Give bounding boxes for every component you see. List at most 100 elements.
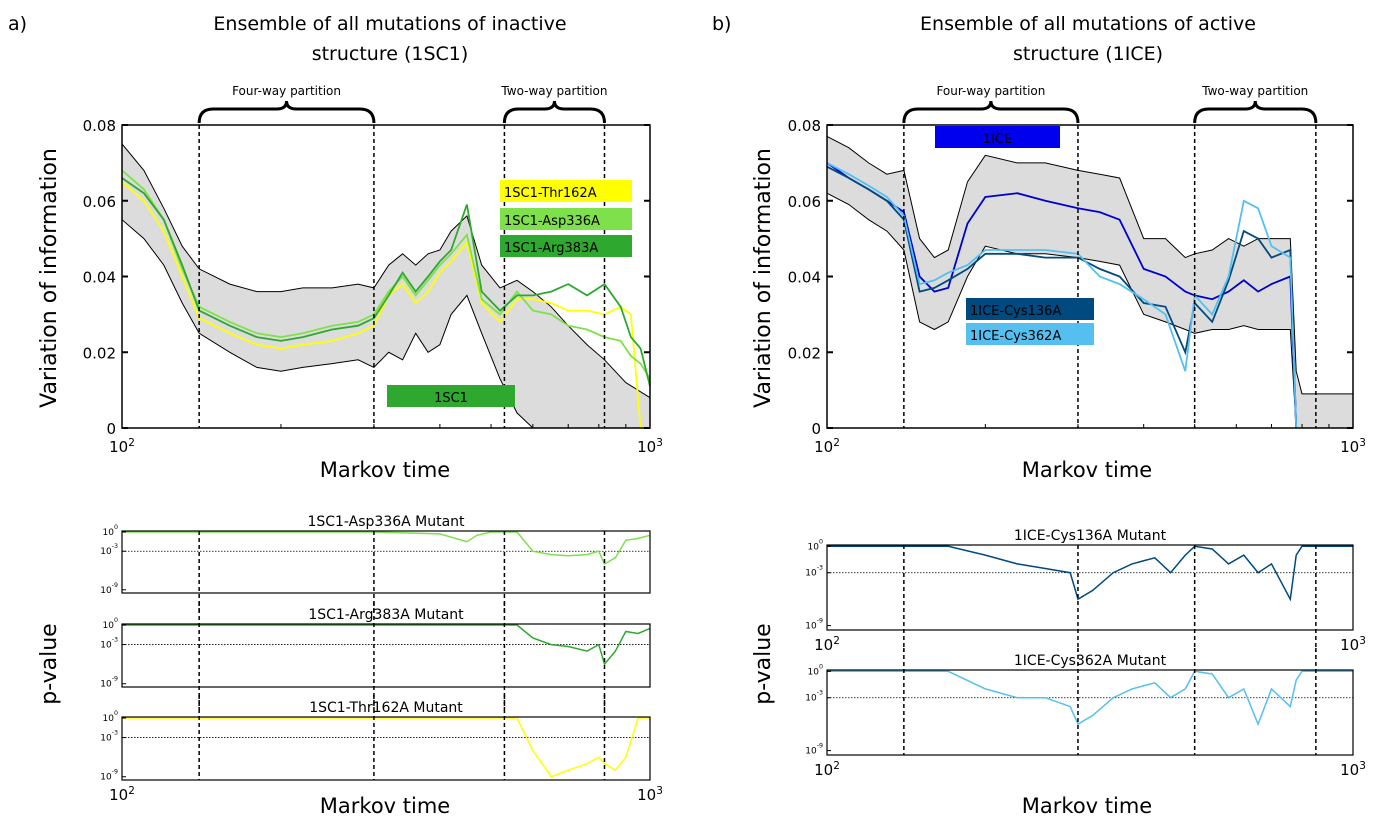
- partition-brace-label-0: Four-way partition: [936, 84, 1045, 98]
- label-1sc1-swatch: [387, 385, 515, 407]
- panel-a-ylabel: Variation of information: [37, 148, 62, 408]
- pvalue-title: 1ICE-Cys136A Mutant: [1014, 528, 1167, 544]
- panel-b-title-line1: Ensemble of all mutations of active: [920, 13, 1256, 35]
- y-tick-label-2: 0.04: [83, 269, 116, 287]
- panel-b-label: b): [712, 13, 731, 35]
- series-line-1: [121, 169, 651, 380]
- chart-inactive-1sc1: 0 0.02 0.04 0.06 0.08 102 103 Four-way partitio…: [83, 84, 663, 456]
- pvalue-x-tick-1: 103: [1340, 760, 1366, 779]
- series-line-2: [121, 177, 651, 387]
- partition-brace-label-1: Two-way partition: [1201, 84, 1308, 98]
- y-tick-label-0: 0: [811, 420, 821, 438]
- legend-arg383a-swatch: [500, 235, 632, 257]
- y-tick-label-3: 0.06: [83, 193, 116, 211]
- legend-cys362a-swatch: [966, 323, 1094, 345]
- panel-b-title-line2: structure (1ICE): [1013, 43, 1163, 65]
- pvalue-frame: [826, 544, 1354, 631]
- partition-brace-0: [902, 100, 1080, 124]
- pvalue-y-tick-0: 100: [103, 710, 118, 724]
- pvalue-y-tick-1: 10-3: [805, 565, 823, 579]
- pvalue-y-tick-2: 10-9: [100, 676, 118, 690]
- pvalue-y-tick-1: 10-3: [100, 637, 118, 651]
- y-tick-label-0: 0: [106, 420, 116, 438]
- pvalue-x-tick-1: 103: [1340, 635, 1366, 654]
- legend-thr162a-text: 1SC1-Thr162A: [504, 186, 597, 201]
- series-line-0: [121, 181, 650, 429]
- label-1sc1-text: 1SC1: [434, 391, 468, 406]
- y-tick-label-3: 0.06: [788, 193, 821, 211]
- figure-annotations: 1SC1-Thr162A 1SC1-Asp336A 1SC1-Arg383A 1SC1…: [387, 126, 1094, 407]
- x-tick-label-1: 103: [1340, 437, 1366, 456]
- pvalue-series-line: [827, 670, 1353, 727]
- legend-cys136a-text: 1ICE-Cys136A: [970, 304, 1061, 319]
- pvalue-y-tick-2: 10-9: [100, 582, 118, 596]
- pvalue-title: 1ICE-Cys362A Mutant: [1014, 653, 1167, 669]
- pvalue-frame: [826, 669, 1354, 756]
- legend-asp336a-text: 1SC1-Asp336A: [504, 214, 600, 229]
- pvalue-y-tick-2: 10-9: [805, 743, 823, 757]
- partition-brace-0: [197, 100, 376, 124]
- pvalue-series-line: [122, 531, 651, 566]
- pvalue-chart-2: 1SC1-Thr162A Mutant 100 10-3 10-9: [100, 695, 651, 783]
- legend-arg383a-text: 1SC1-Arg383A: [504, 241, 598, 256]
- pvalue-y-tick-0: 100: [808, 538, 823, 552]
- panel-b-pvalue-ylabel: p-value: [751, 623, 776, 704]
- label-1ice-text: 1ICE: [983, 132, 1012, 147]
- pvalue-series-line: [122, 624, 651, 666]
- panel-a-title-line1: Ensemble of all mutations of inactive: [213, 13, 566, 35]
- pvalue-y-tick-0: 100: [103, 617, 118, 631]
- legend-cys362a-text: 1ICE-Cys362A: [970, 329, 1061, 344]
- pvalue-y-tick-2: 10-9: [100, 769, 118, 783]
- panel-a-title-line2: structure (1SC1): [312, 43, 469, 65]
- panel-b-xlabel: Markov time: [1022, 458, 1152, 482]
- legend-thr162a-swatch: [500, 180, 632, 202]
- pvalue-y-tick-1: 10-3: [100, 543, 118, 557]
- panel-a-bottom-xlabel: Markov time: [320, 794, 450, 818]
- chart-active-1ice: 0 0.02 0.04 0.06 0.08 102 103 Four-way partitio…: [788, 84, 1366, 456]
- pvalue-series-line: [122, 717, 650, 778]
- pvalue-title: 1SC1-Asp336A Mutant: [307, 514, 465, 530]
- pvalue-chart-4: 1ICE-Cys362A Mutant 100 10-3 10-9 102 103: [805, 648, 1366, 779]
- partition-brace-label-1: Two-way partition: [500, 84, 607, 98]
- pvalue-y-tick-0: 100: [808, 663, 823, 677]
- y-tick-label-1: 0.02: [788, 344, 821, 362]
- pvalue-series-line: [827, 545, 1353, 602]
- pvalue-x-tick-0: 102: [814, 760, 840, 779]
- legend-asp336a-swatch: [500, 208, 632, 230]
- series-line-1: [826, 165, 1298, 429]
- series-line-0: [826, 162, 1298, 429]
- pvalue-x-tick-0: 102: [814, 635, 840, 654]
- panel-a-pvalue-ylabel: p-value: [37, 623, 62, 704]
- y-tick-label-2: 0.04: [788, 269, 821, 287]
- pvalue-chart-3: 1ICE-Cys136A Mutant 100 10-3 10-9 102 103: [805, 528, 1366, 654]
- pvalue-chart-0: 1SC1-Asp336A Mutant 100 10-3 10-9: [100, 514, 651, 615]
- pvalue-title: 1SC1-Thr162A Mutant: [309, 700, 463, 716]
- pvalue-title: 1SC1-Arg383A Mutant: [308, 607, 464, 623]
- pvalue-a-x-tick-0: 102: [109, 785, 135, 804]
- panel-a-label: a): [8, 13, 27, 35]
- partition-brace-1: [502, 100, 606, 124]
- y-tick-label-1: 0.02: [83, 344, 116, 362]
- pvalue-y-tick-0: 100: [103, 524, 118, 538]
- legend-cys136a-swatch: [966, 298, 1094, 320]
- x-tick-label-0: 102: [109, 437, 135, 456]
- pvalue-frame: [121, 716, 651, 781]
- pvalue-frame: [121, 530, 651, 594]
- series-line-2: [826, 162, 1298, 429]
- panel-a-xlabel: Markov time: [320, 458, 450, 482]
- panel-b-bottom-xlabel: Markov time: [1022, 794, 1152, 818]
- partition-brace-label-0: Four-way partition: [232, 84, 341, 98]
- pvalue-y-tick-2: 10-9: [805, 618, 823, 632]
- pvalue-frame: [121, 623, 651, 688]
- label-1ice-swatch: [935, 126, 1060, 148]
- partition-brace-1: [1193, 100, 1318, 124]
- x-tick-label-0: 102: [814, 437, 840, 456]
- y-tick-label-4: 0.08: [788, 117, 821, 135]
- panel-b-ylabel: Variation of information: [751, 148, 776, 408]
- pvalue-y-tick-1: 10-3: [805, 690, 823, 704]
- y-tick-label-4: 0.08: [83, 117, 116, 135]
- pvalue-charts: 1SC1-Asp336A Mutant10010-310-91SC1-Arg38…: [100, 514, 1366, 804]
- pvalue-a-x-tick-1: 103: [637, 785, 663, 804]
- pvalue-chart-1: 1SC1-Arg383A Mutant 100 10-3 10-9: [100, 602, 651, 709]
